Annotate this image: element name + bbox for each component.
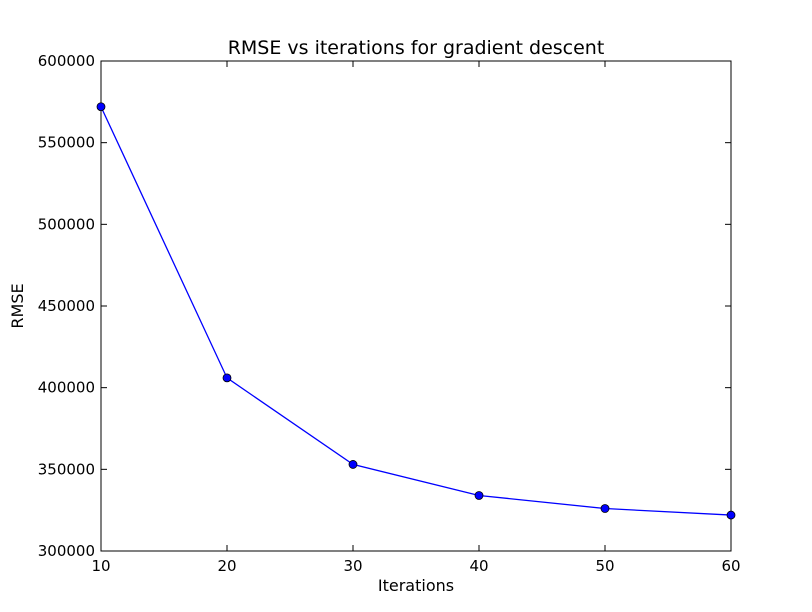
data-point: [96, 102, 106, 112]
data-point: [600, 504, 610, 513]
x-tick-label: 10: [91, 557, 110, 575]
data-point: [474, 491, 484, 500]
series-layer: [96, 102, 736, 520]
y-tick-label: 500000: [38, 215, 95, 233]
x-tick-label: 40: [469, 557, 488, 575]
y-tick-label: 450000: [38, 297, 95, 315]
x-tick-label: 20: [217, 557, 236, 575]
x-tick-label: 60: [721, 557, 740, 575]
x-tick-label: 30: [343, 557, 362, 575]
data-point: [726, 510, 736, 520]
y-tick-label: 400000: [38, 379, 95, 397]
x-axis-label: Iterations: [378, 576, 454, 595]
x-tick-label: 50: [595, 557, 614, 575]
y-tick-label: 550000: [38, 134, 95, 152]
plot-area: [100, 60, 732, 552]
y-tick-label: 600000: [38, 52, 95, 70]
chart-title: RMSE vs iterations for gradient descent: [228, 37, 605, 59]
series-line: [100, 106, 732, 516]
x-ticks: 10 20 30 40 50 60: [91, 61, 741, 575]
y-tick-label: 300000: [38, 542, 95, 560]
y-ticks: 300000 350000 400000 450000 500000 550000 6000…: [38, 52, 731, 560]
data-point: [222, 373, 232, 383]
data-point: [348, 460, 358, 469]
y-tick-label: 350000: [38, 460, 95, 478]
y-axis-label: RMSE: [8, 283, 27, 328]
